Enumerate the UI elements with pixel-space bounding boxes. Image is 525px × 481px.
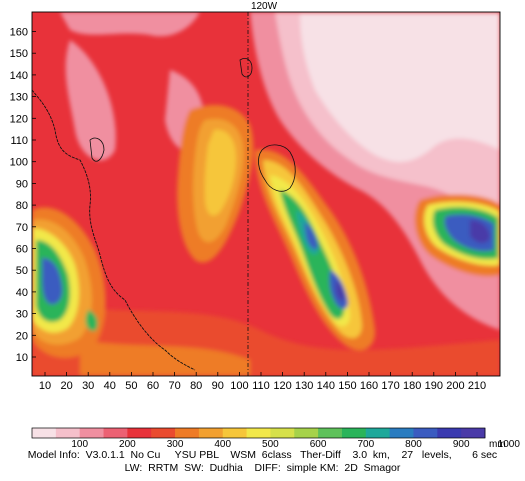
y-tick-label: 80 [16, 200, 28, 212]
y-tick-label: 70 [16, 222, 28, 234]
coastline [32, 89, 196, 371]
precipitation-legend [31, 427, 486, 439]
y-axis: 10 20 30 40 50 60 70 80 90 100 110 120 130 140 150 160 [10, 27, 36, 364]
legend-label: 300 [167, 439, 184, 450]
y-tick-label: 160 [10, 27, 28, 39]
x-tick-label: 10 [39, 380, 51, 392]
x-tick-label: 100 [230, 380, 248, 392]
model-info-line-1: Model Info: V3.0.1.1 No Cu YSU PBL WSM 6… [27, 449, 498, 461]
legend-swatch [151, 428, 176, 438]
longitude-label: 120W [251, 1, 278, 12]
legend-swatch [246, 428, 271, 438]
legend-swatch [461, 428, 486, 438]
legend-label: 400 [214, 439, 231, 450]
legend-swatch [55, 428, 81, 438]
y-tick-label: 100 [10, 157, 28, 169]
x-tick-label: 130 [295, 380, 313, 392]
legend-swatch [294, 428, 319, 438]
plot-frame [31, 11, 501, 377]
legend-swatch [198, 428, 224, 438]
x-tick-label: 20 [60, 380, 72, 392]
x-tick-label: 80 [190, 380, 202, 392]
x-tick-label: 140 [317, 380, 335, 392]
legend-label: 600 [310, 439, 327, 450]
legend-swatch [32, 428, 57, 438]
x-tick-label: 50 [125, 380, 137, 392]
legend-swatch [413, 428, 438, 438]
legend-swatch [341, 428, 367, 438]
legend-swatch [175, 428, 200, 438]
x-tick-label: 180 [403, 380, 421, 392]
y-tick-label: 30 [16, 309, 28, 321]
legend-label: 1000 [498, 439, 521, 450]
y-tick-label: 20 [16, 330, 28, 342]
x-axis: 10 20 30 40 50 60 70 80 90 100 110 120 130 140 150 160 1… [39, 372, 486, 392]
precipitation-field [32, 12, 500, 376]
x-tick-label: 70 [168, 380, 180, 392]
y-tick-label: 10 [16, 352, 28, 364]
x-tick-label: 120 [273, 380, 291, 392]
x-tick-label: 40 [104, 380, 116, 392]
y-tick-label: 120 [10, 113, 28, 125]
x-tick-label: 200 [446, 380, 464, 392]
legend-swatch [270, 428, 295, 438]
x-tick-label: 210 [468, 380, 486, 392]
legend-swatch [222, 428, 247, 438]
legend-labels: 100 200 300 400 500 600 700 800 900 1000 [71, 439, 520, 450]
legend-swatch [103, 428, 128, 438]
legend-label: 700 [357, 439, 374, 450]
legend-label: 100 [71, 439, 88, 450]
y-tick-label: 90 [16, 178, 28, 190]
x-tick-label: 190 [425, 380, 443, 392]
legend-swatch [389, 428, 414, 438]
y-tick-label: 60 [16, 244, 28, 256]
x-tick-label: 170 [381, 380, 399, 392]
x-tick-label: 30 [82, 380, 94, 392]
y-tick-label: 130 [10, 92, 28, 104]
y-tick-label: 140 [10, 70, 28, 82]
x-tick-label: 160 [360, 380, 378, 392]
legend-swatch [437, 428, 462, 438]
legend-swatch [365, 428, 391, 438]
gulf-outline [89, 137, 105, 162]
legend-swatch [127, 428, 152, 438]
legend-unit: mm [489, 439, 506, 450]
model-info-line-2: LW: RRTM SW: Dudhia DIFF: simple KM: 2D … [124, 462, 401, 474]
y-tick-label: 40 [16, 287, 28, 299]
y-tick-label: 50 [16, 265, 28, 277]
legend-swatch [318, 428, 343, 438]
legend-frame [31, 427, 486, 439]
legend-swatch [79, 428, 104, 438]
legend-label: 900 [453, 439, 470, 450]
y-tick-label: 150 [10, 48, 28, 60]
small-island-outline [239, 58, 253, 78]
y-tick-label: 110 [10, 135, 28, 147]
x-tick-label: 150 [338, 380, 356, 392]
x-tick-label: 110 [252, 380, 270, 392]
legend-label: 800 [405, 439, 422, 450]
x-tick-label: 60 [147, 380, 159, 392]
legend-label: 200 [119, 439, 136, 450]
x-tick-label: 90 [212, 380, 224, 392]
island-outline [258, 144, 296, 192]
legend-label: 500 [262, 439, 279, 450]
